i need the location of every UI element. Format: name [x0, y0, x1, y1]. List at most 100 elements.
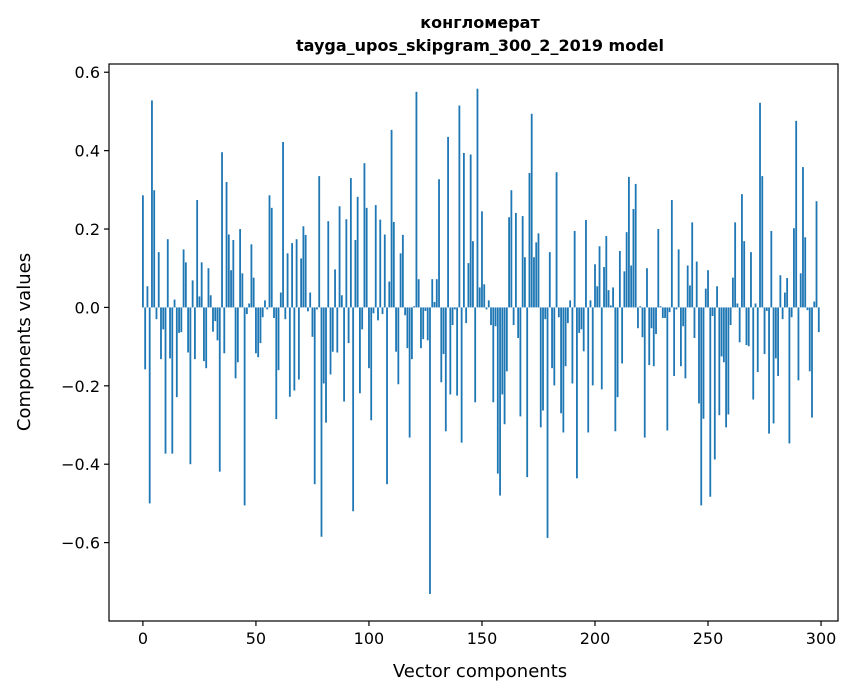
bar-component-27: [203, 307, 205, 362]
x-tick-label: 100: [354, 629, 385, 648]
chart-title: конгломерат: [420, 13, 540, 32]
bar-component-20: [187, 307, 190, 353]
bar-component-122: [417, 279, 420, 308]
chart-subtitle: tayga_upos_skipgram_300_2_2019 model: [296, 36, 664, 55]
bar-component-111: [392, 221, 395, 308]
bar-component-100: [368, 307, 370, 369]
bar-component-128: [431, 279, 434, 308]
bar-component-19: [184, 262, 187, 308]
bar-component-184: [557, 307, 560, 318]
bar-component-222: [643, 307, 646, 438]
bar-component-299: [817, 307, 820, 333]
bar-component-271: [754, 303, 757, 308]
bar-component-49: [252, 277, 255, 308]
bar-component-39: [230, 270, 232, 308]
bar-component-254: [716, 286, 718, 308]
bar-component-236: [675, 307, 678, 310]
bar-component-139: [456, 307, 459, 396]
bar-component-291: [799, 273, 802, 308]
bar-component-275: [763, 307, 766, 355]
bar-component-210: [616, 307, 619, 398]
bar-component-225: [650, 307, 653, 329]
bar-component-193: [578, 307, 581, 333]
bar-component-54: [264, 300, 266, 308]
bar-component-206: [607, 290, 610, 308]
bar-component-5: [153, 190, 156, 308]
bar-component-166: [517, 307, 520, 338]
bar-component-36: [223, 307, 226, 354]
bar-component-98: [363, 163, 366, 308]
bar-component-42: [236, 307, 239, 363]
bar-component-253: [713, 307, 716, 460]
y-tick-label: 0.0: [75, 298, 100, 317]
bar-component-211: [618, 250, 621, 308]
bar-component-243: [691, 222, 694, 308]
bar-component-107: [383, 234, 386, 308]
bar-component-204: [603, 267, 605, 308]
bar-component-195: [582, 307, 585, 352]
bar-component-229: [659, 306, 662, 308]
bar-component-43: [239, 229, 242, 308]
bar-component-180: [548, 252, 551, 308]
bar-component-99: [365, 207, 368, 308]
bar-component-15: [175, 307, 178, 398]
x-tick-label: 50: [246, 629, 266, 648]
bar-component-176: [539, 307, 542, 428]
bar-component-52: [259, 307, 262, 344]
bar-component-104: [377, 307, 379, 321]
bar-component-144: [467, 263, 470, 308]
bar-component-228: [657, 229, 660, 308]
bar-component-200: [594, 264, 596, 308]
bar-component-272: [756, 307, 759, 373]
bar-component-266: [743, 241, 746, 308]
bar-component-89: [343, 307, 345, 402]
bar-component-58: [273, 307, 275, 319]
bar-component-203: [600, 307, 603, 390]
bar-component-1: [144, 307, 147, 370]
plot-frame: [108, 63, 839, 622]
bar-component-293: [804, 237, 807, 308]
bar-component-183: [555, 172, 558, 308]
bar-component-56: [268, 195, 271, 308]
bar-component-153: [487, 300, 490, 308]
bar-component-71: [302, 226, 305, 308]
bar-component-51: [257, 307, 260, 358]
bar-component-119: [410, 307, 413, 360]
bar-component-264: [738, 307, 741, 343]
bar-component-146: [472, 241, 474, 308]
bar-component-219: [637, 307, 639, 329]
bar-component-4: [151, 100, 153, 308]
bar-component-112: [395, 307, 397, 352]
bar-component-196: [585, 220, 587, 308]
bar-component-63: [284, 307, 287, 320]
bar-component-260: [729, 307, 732, 326]
bar-component-298: [815, 201, 818, 308]
bar-component-190: [571, 307, 574, 384]
bar-component-157: [496, 307, 499, 474]
bar-component-232: [666, 307, 669, 431]
bar-component-237: [677, 249, 680, 308]
bar-component-169: [524, 257, 526, 308]
bar-component-188: [566, 307, 569, 324]
bar-component-103: [374, 205, 377, 308]
bar-component-280: [774, 307, 777, 359]
bar-component-45: [243, 307, 246, 506]
bar-component-148: [476, 88, 479, 308]
bar-component-110: [390, 129, 393, 308]
x-axis: 0 50 100 150 200 250 300: [138, 621, 836, 648]
bar-component-48: [250, 244, 253, 308]
y-tick-label: 0.2: [75, 220, 100, 239]
bar-component-92: [349, 178, 352, 308]
bar-component-250: [707, 270, 709, 308]
bar-component-287: [790, 307, 793, 318]
bar-component-16: [178, 307, 180, 333]
bar-component-65: [288, 307, 291, 397]
bar-component-209: [614, 307, 617, 432]
bar-component-34: [218, 307, 221, 472]
bar-component-133: [442, 307, 445, 355]
bar-component-93: [352, 307, 355, 512]
bar-component-240: [684, 307, 687, 379]
x-axis-label: Vector components: [393, 661, 567, 682]
bar-component-72: [304, 234, 307, 308]
bar-component-286: [788, 307, 791, 444]
